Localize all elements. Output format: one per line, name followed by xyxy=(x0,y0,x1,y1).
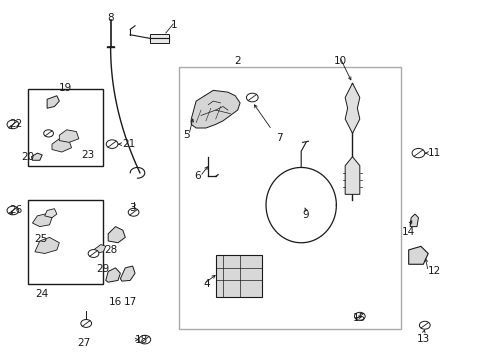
Text: 11: 11 xyxy=(428,148,441,158)
Text: 14: 14 xyxy=(402,226,416,237)
Text: 29: 29 xyxy=(97,264,110,274)
Polygon shape xyxy=(216,255,262,297)
Polygon shape xyxy=(410,214,418,226)
Text: 7: 7 xyxy=(276,134,283,143)
Polygon shape xyxy=(45,209,57,218)
Circle shape xyxy=(7,206,19,215)
Text: 23: 23 xyxy=(81,149,95,159)
Circle shape xyxy=(128,208,139,216)
Circle shape xyxy=(106,140,118,148)
Polygon shape xyxy=(106,268,121,282)
Text: 26: 26 xyxy=(9,205,23,215)
Text: 4: 4 xyxy=(203,279,210,289)
Text: 15: 15 xyxy=(352,313,366,323)
Text: 13: 13 xyxy=(416,334,430,344)
Circle shape xyxy=(412,148,425,158)
Text: 21: 21 xyxy=(122,139,135,149)
Bar xyxy=(179,67,401,329)
Text: 8: 8 xyxy=(107,13,114,23)
Text: 25: 25 xyxy=(34,234,47,244)
Polygon shape xyxy=(345,157,360,194)
Polygon shape xyxy=(191,90,240,128)
Polygon shape xyxy=(59,130,79,142)
Bar xyxy=(27,89,103,166)
Text: 9: 9 xyxy=(303,211,309,220)
Polygon shape xyxy=(31,153,42,160)
Polygon shape xyxy=(150,35,169,42)
Polygon shape xyxy=(52,139,72,152)
Polygon shape xyxy=(108,226,125,243)
Text: 10: 10 xyxy=(334,56,347,66)
Text: 6: 6 xyxy=(195,171,201,181)
Text: 17: 17 xyxy=(123,297,137,307)
Text: 1: 1 xyxy=(171,21,177,30)
Circle shape xyxy=(139,335,151,344)
Circle shape xyxy=(7,120,19,129)
Circle shape xyxy=(246,93,258,102)
Text: 27: 27 xyxy=(77,338,90,348)
Bar xyxy=(27,200,103,284)
Polygon shape xyxy=(121,266,135,281)
Polygon shape xyxy=(409,246,428,264)
Text: 2: 2 xyxy=(234,56,241,66)
Text: 3: 3 xyxy=(129,203,136,213)
Text: 28: 28 xyxy=(104,244,117,255)
Text: 18: 18 xyxy=(135,334,148,345)
Polygon shape xyxy=(94,244,106,253)
Circle shape xyxy=(419,321,430,329)
Text: 24: 24 xyxy=(36,289,49,300)
Polygon shape xyxy=(32,214,52,226)
Circle shape xyxy=(354,312,365,320)
Text: 16: 16 xyxy=(109,297,122,307)
Circle shape xyxy=(88,249,99,257)
Polygon shape xyxy=(47,96,59,108)
Polygon shape xyxy=(35,237,59,253)
Text: 12: 12 xyxy=(428,266,441,276)
Text: 19: 19 xyxy=(59,83,72,93)
Text: 5: 5 xyxy=(184,130,190,140)
Circle shape xyxy=(44,130,53,137)
Text: 20: 20 xyxy=(21,152,34,162)
Circle shape xyxy=(81,319,92,327)
Polygon shape xyxy=(150,34,169,42)
Polygon shape xyxy=(345,83,360,134)
Text: 22: 22 xyxy=(9,119,23,129)
